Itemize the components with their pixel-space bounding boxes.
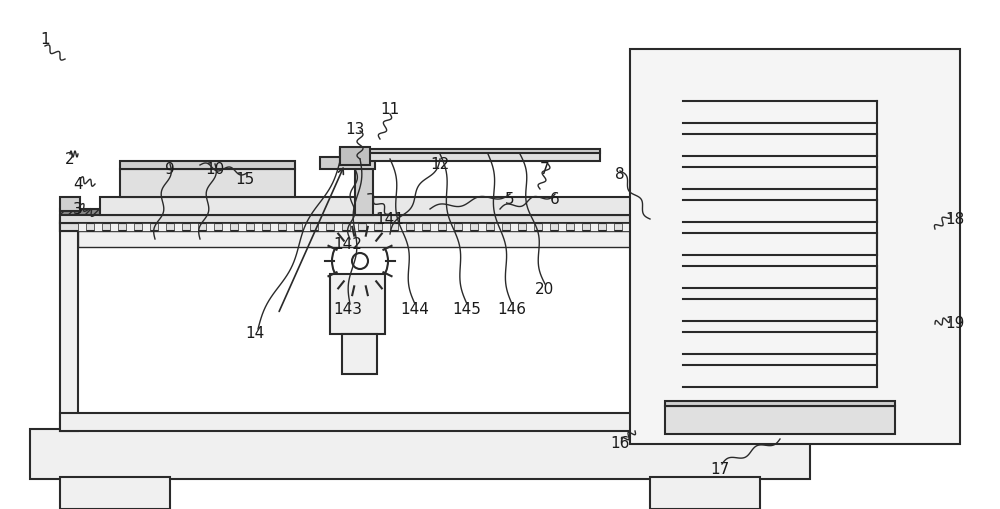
Text: 3: 3 [73, 202, 83, 216]
Text: 146: 146 [498, 301, 526, 317]
Bar [478, 223, 486, 231]
Text: 4: 4 [73, 177, 83, 191]
Bar [398, 223, 406, 231]
Text: 2: 2 [65, 152, 75, 166]
Text: 17: 17 [710, 462, 730, 476]
Bar [78, 223, 86, 231]
Text: 1: 1 [40, 32, 50, 46]
Bar [382, 223, 390, 231]
Bar [142, 223, 150, 231]
Bar [334, 223, 342, 231]
Bar [430, 223, 438, 231]
Bar [342, 334, 377, 374]
Bar [660, 209, 700, 231]
Bar [558, 223, 566, 231]
Bar [190, 223, 198, 231]
Bar [542, 223, 550, 231]
Text: 143: 143 [334, 301, 362, 317]
Bar [665, 406, 895, 434]
Text: 15: 15 [235, 172, 255, 186]
Text: 11: 11 [380, 101, 400, 117]
Text: 14: 14 [245, 326, 265, 342]
Text: 7: 7 [540, 161, 550, 177]
Bar [254, 223, 262, 231]
Bar [60, 221, 78, 431]
Bar [510, 223, 518, 231]
Bar [158, 223, 166, 231]
Text: 10: 10 [205, 161, 225, 177]
Bar [665, 401, 895, 406]
Bar [318, 223, 326, 231]
Text: 8: 8 [615, 166, 625, 182]
Bar [606, 223, 614, 231]
Bar [78, 231, 658, 247]
Bar [622, 223, 630, 231]
Bar [340, 147, 370, 165]
Bar [60, 477, 170, 509]
Bar [206, 223, 214, 231]
Bar [650, 477, 760, 509]
Bar [100, 197, 660, 215]
Bar [462, 223, 470, 231]
Bar [238, 223, 246, 231]
Bar [60, 413, 675, 431]
Bar [60, 215, 680, 223]
Text: 5: 5 [505, 191, 515, 207]
Bar [126, 223, 134, 231]
Bar [494, 223, 502, 231]
Text: 144: 144 [401, 301, 429, 317]
Text: 18: 18 [945, 212, 965, 227]
Bar [270, 223, 278, 231]
Text: 13: 13 [345, 122, 365, 136]
Bar [60, 209, 100, 231]
Text: 19: 19 [945, 317, 965, 331]
Bar [222, 223, 230, 231]
Bar [60, 197, 80, 211]
Text: 9: 9 [165, 161, 175, 177]
Text: 142: 142 [334, 237, 362, 251]
Bar [110, 223, 118, 231]
Bar [574, 223, 582, 231]
Bar [340, 149, 600, 153]
Bar [302, 223, 310, 231]
Bar [446, 223, 454, 231]
Bar [414, 223, 422, 231]
Bar [286, 223, 294, 231]
Bar [94, 223, 102, 231]
Bar [60, 223, 680, 231]
Bar [630, 49, 960, 444]
Text: 145: 145 [453, 301, 481, 317]
Bar [638, 223, 646, 231]
Bar [355, 165, 373, 215]
Bar [340, 151, 600, 161]
Bar [590, 223, 598, 231]
Bar [30, 429, 810, 479]
Bar [174, 223, 182, 231]
Bar [120, 169, 295, 197]
Text: 16: 16 [610, 437, 630, 451]
Text: 20: 20 [535, 281, 555, 297]
Text: 12: 12 [430, 156, 450, 172]
Bar [366, 223, 374, 231]
Text: 141: 141 [376, 212, 404, 227]
Bar [330, 274, 385, 334]
Bar [350, 223, 358, 231]
Bar [120, 161, 295, 169]
Bar [526, 223, 534, 231]
Text: 6: 6 [550, 191, 560, 207]
Bar [320, 157, 375, 169]
